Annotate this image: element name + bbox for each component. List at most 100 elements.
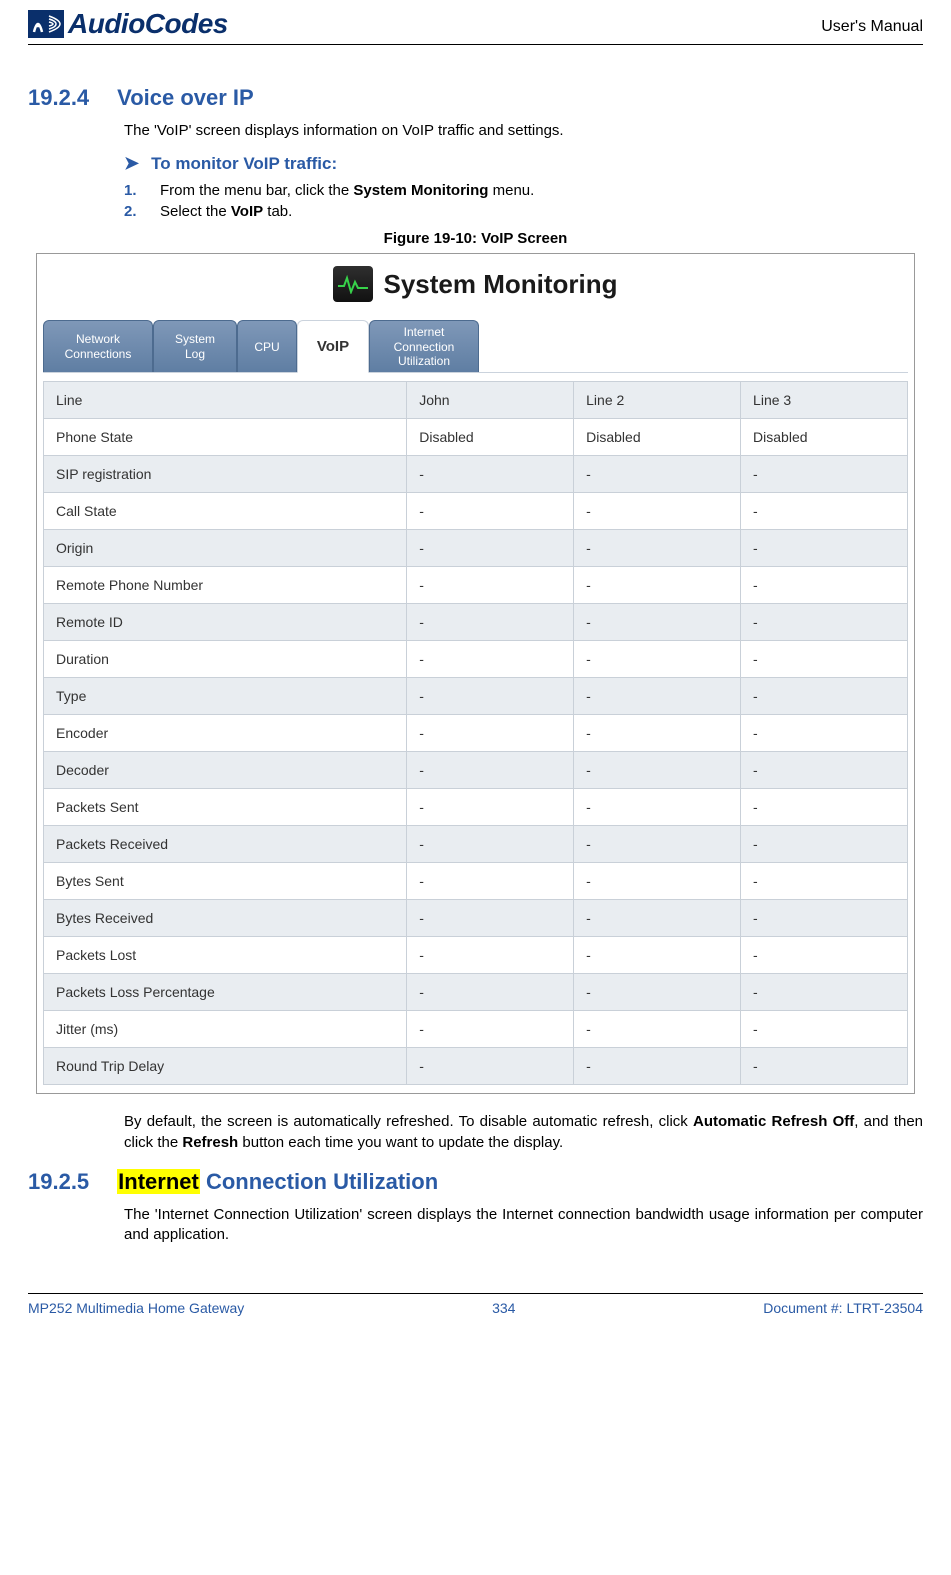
table-row: Bytes Sent--- [44,863,908,900]
table-cell: Encoder [44,715,407,752]
tab-internet-connection-utilization[interactable]: Internet Connection Utilization [369,320,479,372]
figure-caption: Figure 19-10: VoIP Screen [28,230,923,247]
section-number: 19.2.4 [28,85,89,111]
table-cell: Bytes Received [44,900,407,937]
logo-icon [28,10,64,38]
header-right: User's Manual [821,8,923,36]
table-row: Call State--- [44,493,908,530]
table-cell: - [741,752,908,789]
table-cell: - [741,678,908,715]
table-cell: Bytes Sent [44,863,407,900]
table-cell: Phone State [44,419,407,456]
table-cell: - [741,863,908,900]
table-cell: - [574,1011,741,1048]
tab-system-log[interactable]: System Log [153,320,237,372]
table-row: LineJohnLine 2Line 3 [44,382,908,419]
table-cell: - [407,456,574,493]
table-row: Origin--- [44,530,908,567]
table-row: Encoder--- [44,715,908,752]
table-cell: Origin [44,530,407,567]
table-cell: - [574,567,741,604]
page-footer: MP252 Multimedia Home Gateway 334 Docume… [28,1293,923,1316]
voip-table: LineJohnLine 2Line 3Phone StateDisabledD… [43,381,908,1085]
table-cell: Line 3 [741,382,908,419]
table-row: Jitter (ms)--- [44,1011,908,1048]
table-cell: - [741,974,908,1011]
table-cell: - [741,456,908,493]
footer-left: MP252 Multimedia Home Gateway [28,1300,244,1316]
table-cell: Remote Phone Number [44,567,407,604]
section-title: Voice over IP [117,85,254,111]
table-cell: - [407,530,574,567]
table-cell: - [407,974,574,1011]
table-cell: - [407,715,574,752]
section-heading-internet: 19.2.5 Internet Connection Utilization [28,1169,923,1195]
table-cell: - [741,493,908,530]
table-cell: - [574,641,741,678]
table-cell: - [741,530,908,567]
table-cell: - [407,567,574,604]
tab-network-connections[interactable]: Network Connections [43,320,153,372]
table-cell: - [407,752,574,789]
table-row: SIP registration--- [44,456,908,493]
table-cell: - [407,604,574,641]
table-cell: - [407,900,574,937]
section-heading-voip: 19.2.4 Voice over IP [28,85,923,111]
table-cell: - [407,678,574,715]
table-cell: - [407,641,574,678]
table-cell: - [741,789,908,826]
table-row: Packets Sent--- [44,789,908,826]
table-row: Remote ID--- [44,604,908,641]
step-1: 1. From the menu bar, click the System M… [124,182,923,199]
tab-cpu[interactable]: CPU [237,320,297,372]
voip-screenshot: System Monitoring Network Connections Sy… [36,253,915,1094]
table-cell: Round Trip Delay [44,1048,407,1085]
table-row: Packets Lost--- [44,937,908,974]
table-cell: - [574,937,741,974]
table-cell: - [574,678,741,715]
table-cell: - [574,900,741,937]
table-row: Type--- [44,678,908,715]
table-row: Packets Loss Percentage--- [44,974,908,1011]
table-cell: - [574,715,741,752]
table-cell: - [741,900,908,937]
table-cell: Jitter (ms) [44,1011,407,1048]
step-text: Select the VoIP tab. [160,203,292,220]
table-cell: - [574,604,741,641]
procedure-title: To monitor VoIP traffic: [151,154,337,174]
page-header: AudioCodes User's Manual [28,0,923,45]
voip-intro: The 'VoIP' screen displays information o… [124,121,923,141]
table-cell: - [574,493,741,530]
section-title: Internet Connection Utilization [117,1169,438,1195]
arrow-icon: ➤ [124,153,139,174]
tab-voip[interactable]: VoIP [297,320,369,373]
table-row: Phone StateDisabledDisabledDisabled [44,419,908,456]
table-cell: - [407,937,574,974]
table-cell: - [574,1048,741,1085]
table-cell: Line 2 [574,382,741,419]
table-cell: Decoder [44,752,407,789]
table-cell: Duration [44,641,407,678]
steps-list: 1. From the menu bar, click the System M… [124,182,923,220]
table-row: Decoder--- [44,752,908,789]
table-cell: - [407,493,574,530]
table-cell: - [741,826,908,863]
system-monitoring-icon [333,266,373,302]
table-cell: SIP registration [44,456,407,493]
table-cell: - [741,1048,908,1085]
table-cell: - [741,641,908,678]
table-cell: - [741,1011,908,1048]
table-cell: - [407,1048,574,1085]
table-cell: Packets Lost [44,937,407,974]
table-cell: Call State [44,493,407,530]
table-row: Remote Phone Number--- [44,567,908,604]
table-cell: - [574,456,741,493]
table-row: Round Trip Delay--- [44,1048,908,1085]
table-cell: - [741,715,908,752]
table-cell: - [407,789,574,826]
table-cell: - [574,826,741,863]
screen-title: System Monitoring [383,269,617,300]
step-2: 2. Select the VoIP tab. [124,203,923,220]
internet-intro: The 'Internet Connection Utilization' sc… [124,1205,923,1246]
table-cell: Remote ID [44,604,407,641]
